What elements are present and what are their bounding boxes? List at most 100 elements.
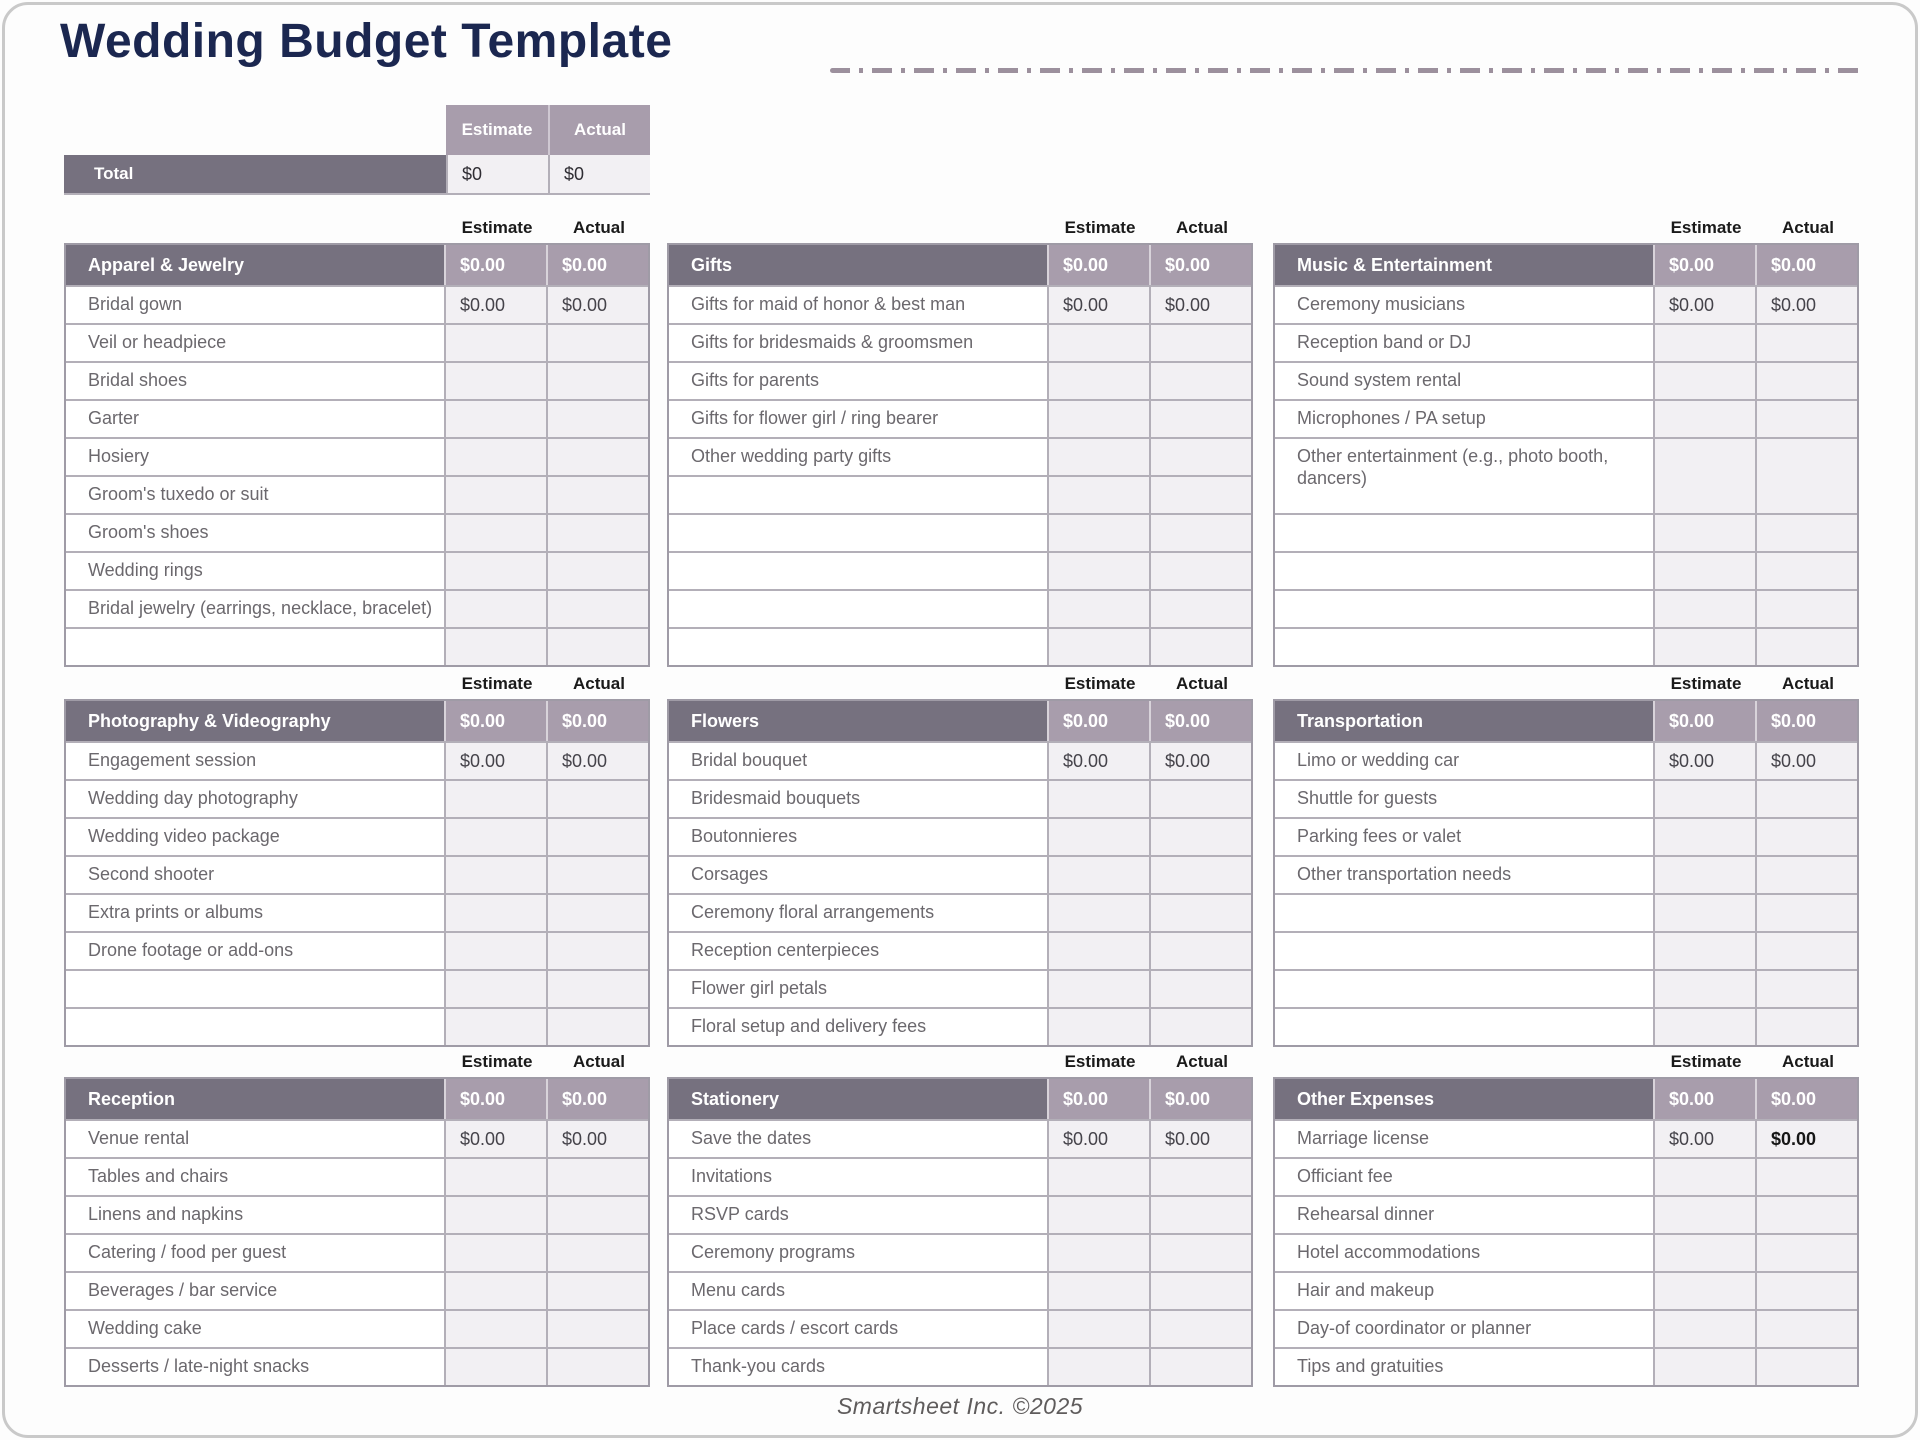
item-actual-cell[interactable]: $0.00 xyxy=(1149,287,1251,323)
item-estimate-cell[interactable] xyxy=(1653,1197,1755,1233)
item-actual-cell[interactable] xyxy=(546,477,648,513)
item-actual-cell[interactable] xyxy=(1149,1009,1251,1045)
item-actual-cell[interactable] xyxy=(546,895,648,931)
item-actual-cell[interactable] xyxy=(546,1159,648,1195)
item-estimate-cell[interactable] xyxy=(1653,1349,1755,1385)
item-actual-cell[interactable] xyxy=(546,933,648,969)
item-actual-cell[interactable] xyxy=(1149,1197,1251,1233)
item-estimate-cell[interactable] xyxy=(444,553,546,589)
item-estimate-cell[interactable] xyxy=(444,591,546,627)
item-actual-cell[interactable] xyxy=(1755,933,1857,969)
item-actual-cell[interactable]: $0.00 xyxy=(1755,287,1857,323)
item-estimate-cell[interactable] xyxy=(1047,1235,1149,1271)
item-actual-cell[interactable] xyxy=(1755,1159,1857,1195)
item-actual-cell[interactable] xyxy=(1149,1235,1251,1271)
item-estimate-cell[interactable] xyxy=(1047,401,1149,437)
item-estimate-cell[interactable] xyxy=(1653,1009,1755,1045)
item-actual-cell[interactable] xyxy=(546,781,648,817)
item-actual-cell[interactable] xyxy=(546,1349,648,1385)
item-actual-cell[interactable]: $0.00 xyxy=(546,287,648,323)
item-actual-cell[interactable] xyxy=(1149,819,1251,855)
item-estimate-cell[interactable] xyxy=(1047,553,1149,589)
item-actual-cell[interactable] xyxy=(546,553,648,589)
item-actual-cell[interactable] xyxy=(1755,857,1857,893)
item-estimate-cell[interactable] xyxy=(444,1273,546,1309)
item-actual-cell[interactable] xyxy=(1149,477,1251,513)
item-estimate-cell[interactable] xyxy=(1047,439,1149,475)
item-estimate-cell[interactable] xyxy=(444,439,546,475)
item-estimate-cell[interactable] xyxy=(1047,1197,1149,1233)
item-estimate-cell[interactable] xyxy=(1047,1159,1149,1195)
item-estimate-cell[interactable] xyxy=(1047,591,1149,627)
item-actual-cell[interactable]: $0.00 xyxy=(546,743,648,779)
item-estimate-cell[interactable] xyxy=(444,515,546,551)
item-estimate-cell[interactable] xyxy=(1047,895,1149,931)
item-estimate-cell[interactable] xyxy=(1653,819,1755,855)
item-estimate-cell[interactable] xyxy=(1047,363,1149,399)
item-estimate-cell[interactable] xyxy=(444,325,546,361)
total-actual-value[interactable]: $0 xyxy=(548,155,650,193)
item-estimate-cell[interactable]: $0.00 xyxy=(444,287,546,323)
item-actual-cell[interactable] xyxy=(1149,1311,1251,1347)
item-actual-cell[interactable] xyxy=(1149,439,1251,475)
item-actual-cell[interactable] xyxy=(1149,363,1251,399)
item-estimate-cell[interactable] xyxy=(1653,1273,1755,1309)
item-actual-cell[interactable] xyxy=(546,857,648,893)
item-actual-cell[interactable] xyxy=(546,439,648,475)
item-estimate-cell[interactable] xyxy=(1653,401,1755,437)
item-actual-cell[interactable]: $0.00 xyxy=(1755,1121,1857,1157)
item-actual-cell[interactable] xyxy=(546,1009,648,1045)
item-estimate-cell[interactable] xyxy=(444,895,546,931)
item-actual-cell[interactable] xyxy=(1149,857,1251,893)
item-actual-cell[interactable] xyxy=(1755,325,1857,361)
item-actual-cell[interactable] xyxy=(1755,1197,1857,1233)
item-estimate-cell[interactable] xyxy=(1047,1311,1149,1347)
item-actual-cell[interactable] xyxy=(1149,401,1251,437)
item-estimate-cell[interactable] xyxy=(444,629,546,665)
item-estimate-cell[interactable]: $0.00 xyxy=(1653,1121,1755,1157)
item-estimate-cell[interactable] xyxy=(1653,933,1755,969)
item-estimate-cell[interactable]: $0.00 xyxy=(444,1121,546,1157)
item-actual-cell[interactable] xyxy=(546,971,648,1007)
item-actual-cell[interactable] xyxy=(1149,933,1251,969)
item-estimate-cell[interactable] xyxy=(1047,1009,1149,1045)
item-actual-cell[interactable] xyxy=(1149,1349,1251,1385)
item-actual-cell[interactable] xyxy=(1755,363,1857,399)
item-estimate-cell[interactable] xyxy=(1047,515,1149,551)
item-estimate-cell[interactable] xyxy=(444,781,546,817)
item-estimate-cell[interactable] xyxy=(1653,363,1755,399)
item-estimate-cell[interactable] xyxy=(1653,895,1755,931)
item-actual-cell[interactable] xyxy=(546,1311,648,1347)
item-estimate-cell[interactable] xyxy=(1047,819,1149,855)
item-actual-cell[interactable] xyxy=(1755,401,1857,437)
item-estimate-cell[interactable]: $0.00 xyxy=(1047,1121,1149,1157)
item-estimate-cell[interactable] xyxy=(1047,857,1149,893)
item-estimate-cell[interactable] xyxy=(1653,553,1755,589)
item-actual-cell[interactable] xyxy=(546,1235,648,1271)
item-estimate-cell[interactable] xyxy=(1047,325,1149,361)
item-estimate-cell[interactable] xyxy=(1653,515,1755,551)
item-actual-cell[interactable] xyxy=(1149,629,1251,665)
item-estimate-cell[interactable]: $0.00 xyxy=(1653,287,1755,323)
item-actual-cell[interactable] xyxy=(1755,515,1857,551)
item-estimate-cell[interactable] xyxy=(444,1197,546,1233)
item-actual-cell[interactable] xyxy=(546,401,648,437)
item-estimate-cell[interactable] xyxy=(444,1349,546,1385)
item-estimate-cell[interactable] xyxy=(1653,971,1755,1007)
item-actual-cell[interactable] xyxy=(1755,439,1857,513)
item-actual-cell[interactable] xyxy=(546,1273,648,1309)
item-actual-cell[interactable] xyxy=(1755,591,1857,627)
item-estimate-cell[interactable]: $0.00 xyxy=(1047,743,1149,779)
item-actual-cell[interactable]: $0.00 xyxy=(1149,1121,1251,1157)
item-actual-cell[interactable] xyxy=(1149,1273,1251,1309)
item-actual-cell[interactable]: $0.00 xyxy=(546,1121,648,1157)
item-estimate-cell[interactable] xyxy=(444,1235,546,1271)
item-estimate-cell[interactable] xyxy=(1653,591,1755,627)
item-actual-cell[interactable]: $0.00 xyxy=(1149,743,1251,779)
item-estimate-cell[interactable] xyxy=(1653,325,1755,361)
total-estimate-value[interactable]: $0 xyxy=(446,155,548,193)
item-estimate-cell[interactable] xyxy=(444,363,546,399)
item-actual-cell[interactable] xyxy=(1755,1311,1857,1347)
item-estimate-cell[interactable] xyxy=(444,1311,546,1347)
item-estimate-cell[interactable] xyxy=(1653,439,1755,513)
